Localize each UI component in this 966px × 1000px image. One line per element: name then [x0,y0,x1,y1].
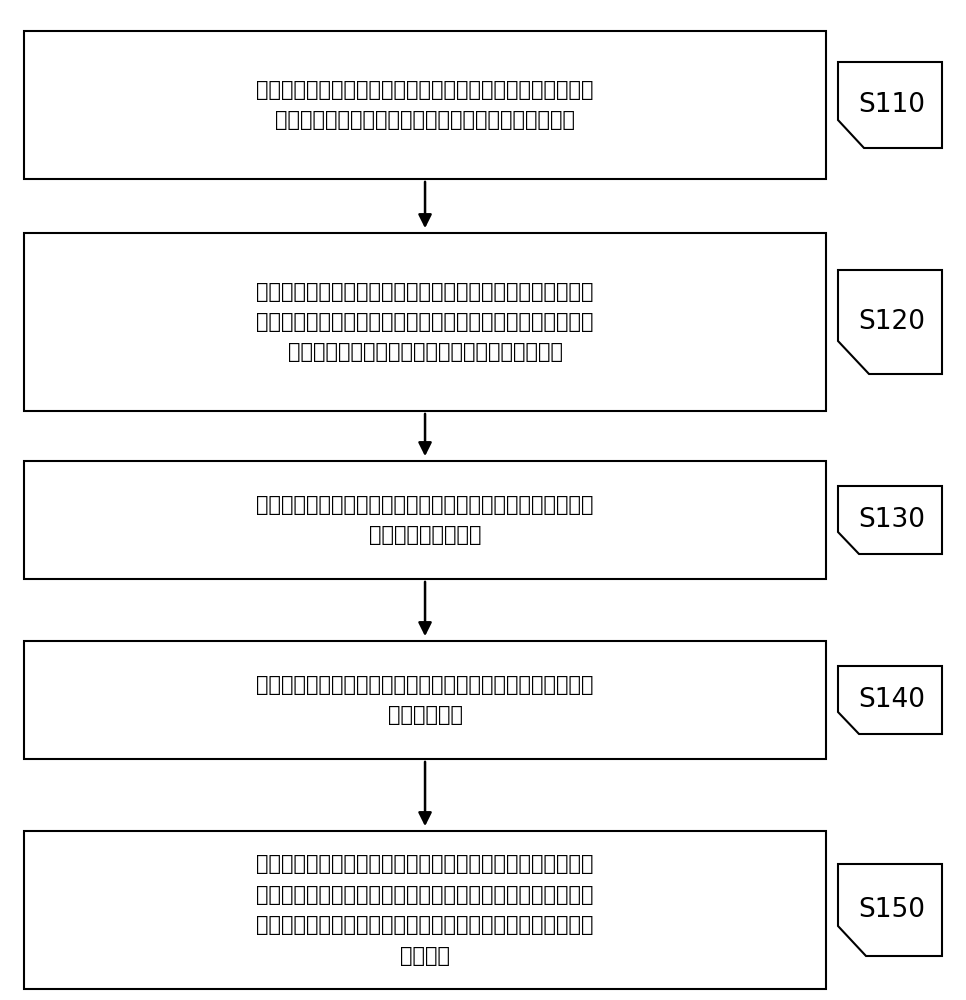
Polygon shape [838,864,942,956]
Text: 根据所述终端的数量和所述比较矩阵，分别计算所述归一化参
数的权重系数: 根据所述终端的数量和所述比较矩阵，分别计算所述归一化参 数的权重系数 [256,675,594,725]
Bar [24,831,826,989]
Bar [24,31,826,179]
Text: 获取参加协同的多个终端分别下载目标文件时的参数，其中，
所述参数包括：下载速率、延迟、丢包率、能量和费用: 获取参加协同的多个终端分别下载目标文件时的参数，其中， 所述参数包括：下载速率、… [256,80,594,130]
Text: S130: S130 [858,507,925,533]
Text: S120: S120 [858,309,925,335]
Bar [24,641,826,759]
Polygon shape [838,486,942,554]
Polygon shape [838,666,942,734]
Bar [24,233,826,411]
Text: S110: S110 [858,92,925,118]
Polygon shape [838,62,942,148]
Polygon shape [838,270,942,374]
Text: S140: S140 [858,687,925,713]
Bar [24,461,826,579]
Text: S150: S150 [858,897,925,923]
Text: 计算所述比较矩阵的最大特征向量，根据所述最大特征向量和
预设的平均随机一致性指标，对所述比较矩阵进行验证，当所
述比较矩阵通过验证时，根据所述权重系数对所述终端: 计算所述比较矩阵的最大特征向量，根据所述最大特征向量和 预设的平均随机一致性指标… [256,854,594,966]
Text: 根据所述终端的数量，对所述参数进行归一化处理，生成归一
化参数，其中，所述归一化参数包括：归一化下载速率，归一
化延迟，归一化丢包率，归一化能量和归一化费用: 根据所述终端的数量，对所述参数进行归一化处理，生成归一 化参数，其中，所述归一化… [256,282,594,362]
Text: 根据所述归一化参数以及预设的所述终端对费用和价格的敏感
程度，构建比较矩阵: 根据所述归一化参数以及预设的所述终端对费用和价格的敏感 程度，构建比较矩阵 [256,495,594,545]
